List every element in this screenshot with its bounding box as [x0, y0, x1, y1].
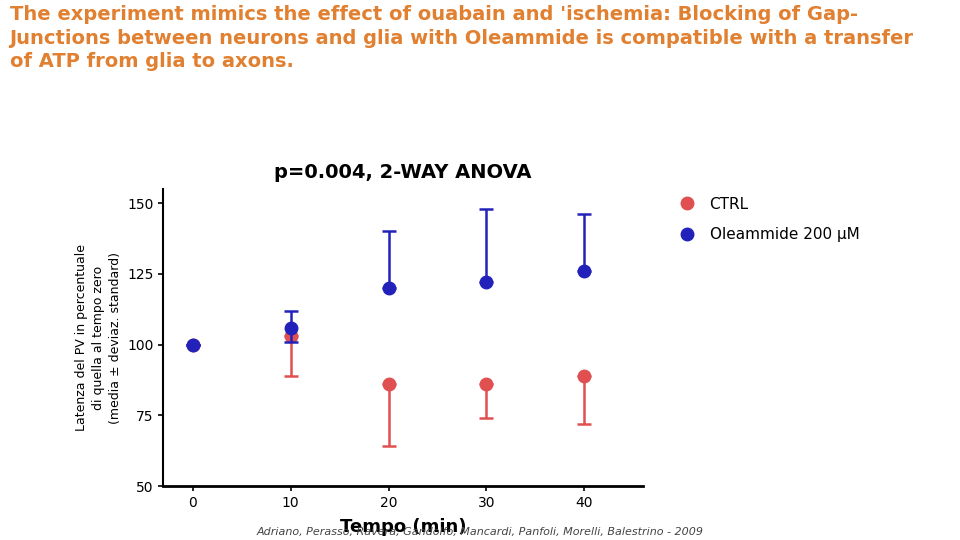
Title: p=0.004, 2-WAY ANOVA: p=0.004, 2-WAY ANOVA: [275, 163, 532, 182]
Legend: CTRL, Oleammide 200 μM: CTRL, Oleammide 200 μM: [665, 191, 865, 248]
Text: The experiment mimics the effect of ouabain and 'ischemia: Blocking of Gap-
Junc: The experiment mimics the effect of ouab…: [10, 5, 914, 71]
Text: Adriano, Perasso, Ravera, Gandolfo, Mancardi, Panfoli, Morelli, Balestrino - 200: Adriano, Perasso, Ravera, Gandolfo, Manc…: [256, 527, 704, 537]
Y-axis label: Latenza del PV in percentuale
di quella al tempo zero
(media ± deviaz. standard): Latenza del PV in percentuale di quella …: [75, 244, 122, 431]
X-axis label: Tempo (min): Tempo (min): [340, 518, 467, 536]
